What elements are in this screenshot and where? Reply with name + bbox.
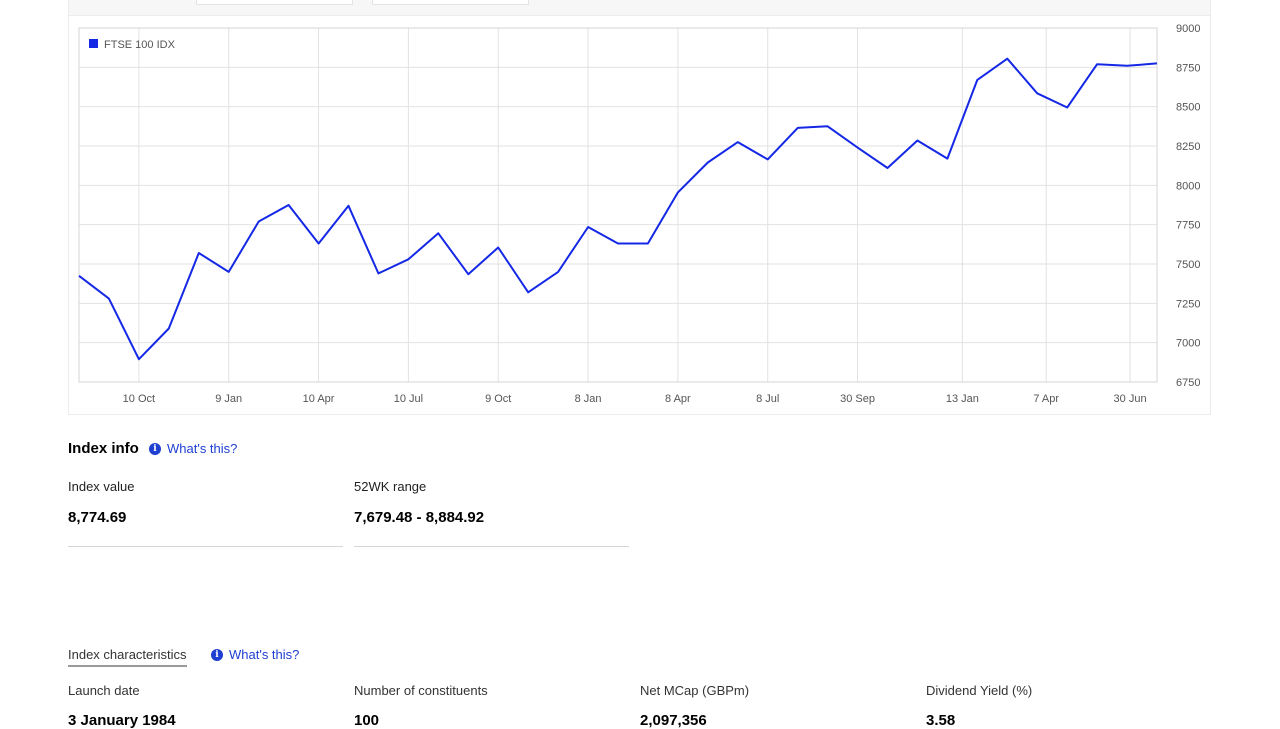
index-value: 8,774.69	[68, 509, 127, 526]
series-line-ftse-100	[78, 57, 1158, 361]
launch-date-value: 3 January 1984	[68, 712, 176, 729]
x-tick-label: 10 Apr	[303, 393, 335, 405]
constituents-label: Number of constituents	[354, 683, 488, 698]
index-info-whats-this-link[interactable]: i What's this?	[149, 441, 237, 456]
period-selector[interactable]	[196, 0, 353, 5]
x-tick-label: 10 Jul	[394, 393, 423, 405]
x-tick-label: 8 Jul	[756, 393, 779, 405]
y-tick-label: 8250	[1176, 141, 1200, 153]
characteristics-whats-this-link[interactable]: i What's this?	[211, 647, 299, 662]
x-tick-label: 7 Apr	[1033, 393, 1059, 405]
plot-frame	[78, 27, 1158, 383]
whats-this-label: What's this?	[167, 441, 238, 456]
divider	[354, 546, 629, 547]
constituents-value: 100	[354, 712, 380, 729]
comparison-selector[interactable]	[372, 0, 529, 5]
info-icon: i	[211, 648, 223, 661]
y-tick-label: 7500	[1176, 259, 1200, 271]
tab-index-characteristics[interactable]: Index characteristics	[68, 647, 187, 667]
y-tick-label: 8000	[1176, 180, 1200, 192]
net-mcap-item: Net MCap (GBPm) 2,097,356	[640, 683, 910, 729]
launch-date-item: Launch date 3 January 1984	[68, 683, 338, 729]
x-tick-label: 10 Oct	[123, 393, 155, 405]
launch-date-label: Launch date	[68, 683, 140, 698]
chart-panel: 9000 8750 8500 8250 8000 7750 7500 7250 7000 6750…	[68, 0, 1211, 415]
legend-swatch	[89, 39, 98, 48]
chart-toolbar	[69, 0, 1210, 16]
y-tick-label: 8750	[1176, 62, 1200, 74]
x-tick-label: 30 Jun	[1114, 393, 1147, 405]
constituents-item: Number of constituents 100	[354, 683, 624, 729]
divider	[68, 546, 343, 547]
y-tick-label: 7250	[1176, 298, 1200, 310]
y-tick-label: 7750	[1176, 220, 1200, 232]
index-value-stat: Index value 8,774.69	[68, 479, 343, 547]
whats-this-label: What's this?	[229, 647, 300, 662]
dividend-yield-label: Dividend Yield (%)	[926, 683, 1033, 698]
index-info-title: Index info	[68, 440, 139, 457]
price-chart: 9000 8750 8500 8250 8000 7750 7500 7250 7000 6750…	[78, 23, 1200, 405]
x-tick-label: 8 Apr	[665, 393, 691, 405]
dividend-yield-item: Dividend Yield (%) 3.58	[926, 683, 1196, 729]
y-tick-label: 9000	[1176, 23, 1200, 35]
net-mcap-value: 2,097,356	[640, 712, 707, 729]
dividend-yield-value: 3.58	[926, 712, 956, 729]
range-value: 7,679.48 - 8,884.92	[354, 509, 485, 526]
index-value-label: Index value	[68, 479, 135, 494]
info-icon: i	[149, 442, 161, 455]
legend-label: FTSE 100 IDX	[104, 39, 176, 51]
range-stat: 52WK range 7,679.48 - 8,884.92	[354, 479, 629, 547]
x-tick-label: 9 Oct	[485, 393, 511, 405]
range-label: 52WK range	[354, 479, 427, 494]
net-mcap-label: Net MCap (GBPm)	[640, 683, 750, 698]
x-tick-label: 30 Sep	[840, 393, 875, 405]
x-tick-label: 13 Jan	[946, 393, 979, 405]
x-tick-label: 9 Jan	[215, 393, 242, 405]
y-tick-label: 7000	[1176, 338, 1200, 350]
y-tick-label: 6750	[1176, 377, 1200, 389]
y-tick-label: 8500	[1176, 102, 1200, 114]
x-tick-label: 8 Jan	[575, 393, 602, 405]
